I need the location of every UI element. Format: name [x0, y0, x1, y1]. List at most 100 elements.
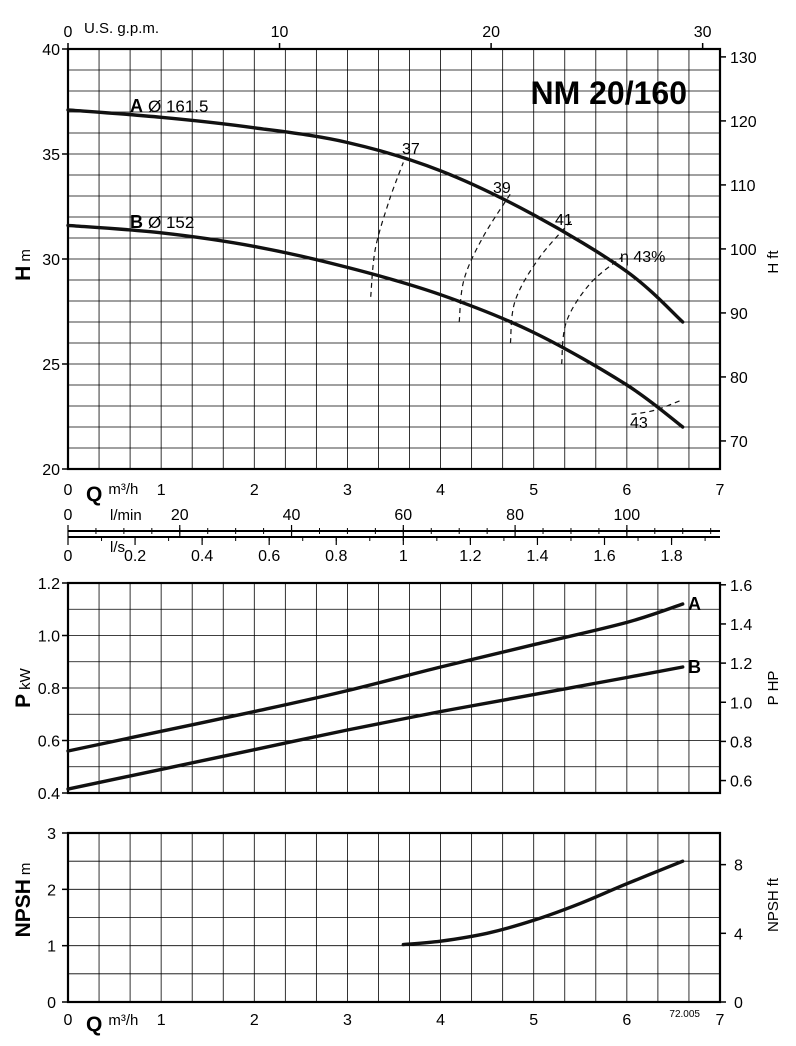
gpm-axis-label: U.S. g.p.m.	[84, 20, 159, 37]
npsh-q-tick-label: 6	[622, 1012, 631, 1029]
power-hp-tick-label: 1.2	[730, 656, 752, 673]
series-label-letter: A	[130, 96, 143, 116]
head-right-label-letter: H	[765, 263, 782, 274]
series-label-diameter: Ø 161.5	[148, 97, 209, 116]
efficiency-curve	[458, 193, 511, 323]
lmin-tick-label: 80	[506, 507, 524, 524]
npsh-y-label-unit: m	[17, 863, 34, 876]
q-tick-label: 1	[157, 482, 166, 499]
ls-tick-label: 0	[64, 548, 73, 565]
ls-tick-label: 1	[399, 548, 408, 565]
lmin-tick-label: 40	[283, 507, 301, 524]
power-ytick-label: 0.4	[38, 786, 60, 803]
npsh-right-axis-label: NPSH ft	[765, 877, 782, 932]
head-ft-tick-label: 100	[730, 242, 757, 259]
power-hp-tick-label: 1.4	[730, 617, 752, 634]
q-tick-label: 2	[250, 482, 259, 499]
chart-title: NM 20/160	[530, 75, 687, 111]
power-hp-tick-label: 0.8	[730, 734, 752, 751]
ls-tick-label: 0.4	[191, 548, 213, 565]
npsh-q-tick-label: 0	[64, 1012, 73, 1029]
power-ytick-label: 0.8	[38, 681, 60, 698]
lmin-tick-label: 20	[171, 507, 189, 524]
q-tick-label: 6	[622, 482, 631, 499]
power-series-label-B: B	[688, 657, 701, 677]
series-label-letter: B	[130, 212, 143, 232]
ls-tick-label: 1.6	[593, 548, 615, 565]
series-label-diameter: Ø 152	[148, 213, 194, 232]
head-ft-tick-label: 80	[730, 370, 748, 387]
power-y-label-letter: P	[12, 694, 35, 708]
npsh-ytick-label: 1	[47, 939, 56, 956]
power-right-axis-label: P HP	[765, 671, 782, 706]
q-unit: m³/h	[108, 481, 138, 498]
npsh-y-label-letter: NPSH	[12, 879, 35, 937]
lmin-tick-label: 60	[394, 507, 412, 524]
efficiency-label: 37	[402, 141, 420, 158]
head-ytick-label: 25	[42, 357, 60, 374]
lmin-tick-label: 100	[614, 507, 641, 524]
q-tick-label: 7	[716, 482, 725, 499]
lmin-axis-label: l/min	[110, 507, 142, 524]
head-ytick-label: 35	[42, 147, 60, 164]
power-right-label-unit: HP	[765, 671, 782, 692]
power-curve-A	[66, 602, 685, 753]
lmin-tick-label: 0	[64, 507, 73, 524]
npsh-frame	[66, 831, 722, 1004]
ls-tick-label: 0.2	[124, 548, 146, 565]
power-ytick-label: 1.0	[38, 629, 60, 646]
head-ytick-label: 40	[42, 42, 60, 59]
head-right-label-unit: ft	[765, 250, 782, 259]
npsh-ytick-label: 0	[47, 995, 56, 1012]
gpm-tick-label: 0	[64, 24, 73, 41]
npsh-chart-grid	[66, 831, 722, 1004]
head-curve-B	[66, 223, 685, 429]
ls-tick-label: 1.2	[459, 548, 481, 565]
head-right-axis-label: Hft	[765, 250, 782, 274]
npsh-q-tick-label: 5	[529, 1012, 538, 1029]
efficiency-label: 41	[555, 212, 573, 229]
q-letter: Q	[86, 1013, 102, 1036]
npsh-curve	[401, 859, 685, 947]
head-ft-tick-label: 90	[730, 306, 748, 323]
q-tick-label: 0	[64, 482, 73, 499]
npsh-right-label-unit: ft	[765, 877, 782, 886]
npsh-q-tick-label: 7	[716, 1012, 725, 1029]
npsh-right-label-letter: NPSH	[765, 890, 782, 932]
ls-tick-label: 1.8	[660, 548, 682, 565]
head-y-axis-label: Hm	[12, 249, 35, 281]
efficiency-curve	[509, 220, 572, 344]
power-right-label-letter: P	[765, 695, 782, 705]
efficiency-label: η 43%	[620, 249, 665, 266]
head-ft-tick-label: 70	[730, 434, 748, 451]
head-ft-tick-label: 130	[730, 50, 757, 67]
npsh-ft-tick-label: 4	[734, 926, 743, 943]
head-series-label-B: B Ø 152	[130, 212, 194, 232]
npsh-y-axis-label: NPSH m	[12, 863, 35, 938]
q-tick-label: 4	[436, 482, 445, 499]
gpm-tick-label: 30	[694, 24, 712, 41]
q-letter: Q	[86, 483, 102, 506]
power-ytick-label: 1.2	[38, 576, 60, 593]
npsh-q-tick-label: 2	[250, 1012, 259, 1029]
q-unit: m³/h	[108, 1012, 138, 1029]
power-hp-tick-label: 1.0	[730, 695, 752, 712]
efficiency-label: 39	[493, 180, 511, 197]
head-ytick-label: 30	[42, 252, 60, 269]
head-y-label-unit: m	[17, 249, 34, 262]
ls-tick-label: 1.4	[526, 548, 548, 565]
efficiency-label: 43	[630, 415, 648, 432]
figure-code: 72.005	[669, 1009, 700, 1020]
chart-marks	[66, 108, 685, 947]
power-y-axis-label: PkW	[12, 667, 35, 708]
power-y-label-unit: kW	[17, 667, 34, 690]
gpm-tick-label: 10	[271, 24, 289, 41]
head-series-label-A: A Ø 161.5	[130, 96, 209, 116]
npsh-q-tick-label: 3	[343, 1012, 352, 1029]
ls-tick-label: 0.8	[325, 548, 347, 565]
